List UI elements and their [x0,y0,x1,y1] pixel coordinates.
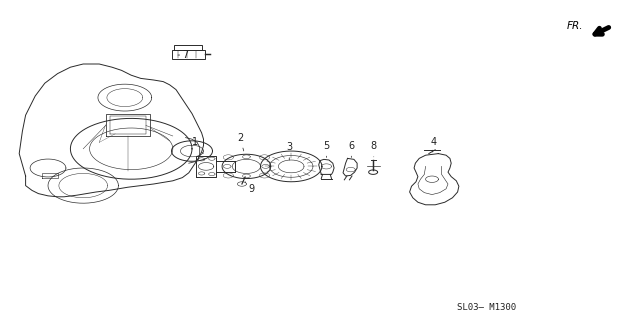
Text: 4: 4 [431,137,437,152]
Text: 7: 7 [178,50,189,60]
Text: 5: 5 [323,140,330,157]
Bar [172,50,205,59]
Text: 1: 1 [192,137,203,154]
Text: SL03– M1300: SL03– M1300 [457,303,516,312]
Text: 8: 8 [371,141,377,157]
Text: FR.: FR. [567,20,584,31]
Text: 3: 3 [286,142,292,160]
Text: 6: 6 [348,140,355,157]
Text: 9: 9 [245,182,255,195]
Text: 2: 2 [237,132,244,151]
Bar [174,45,202,50]
